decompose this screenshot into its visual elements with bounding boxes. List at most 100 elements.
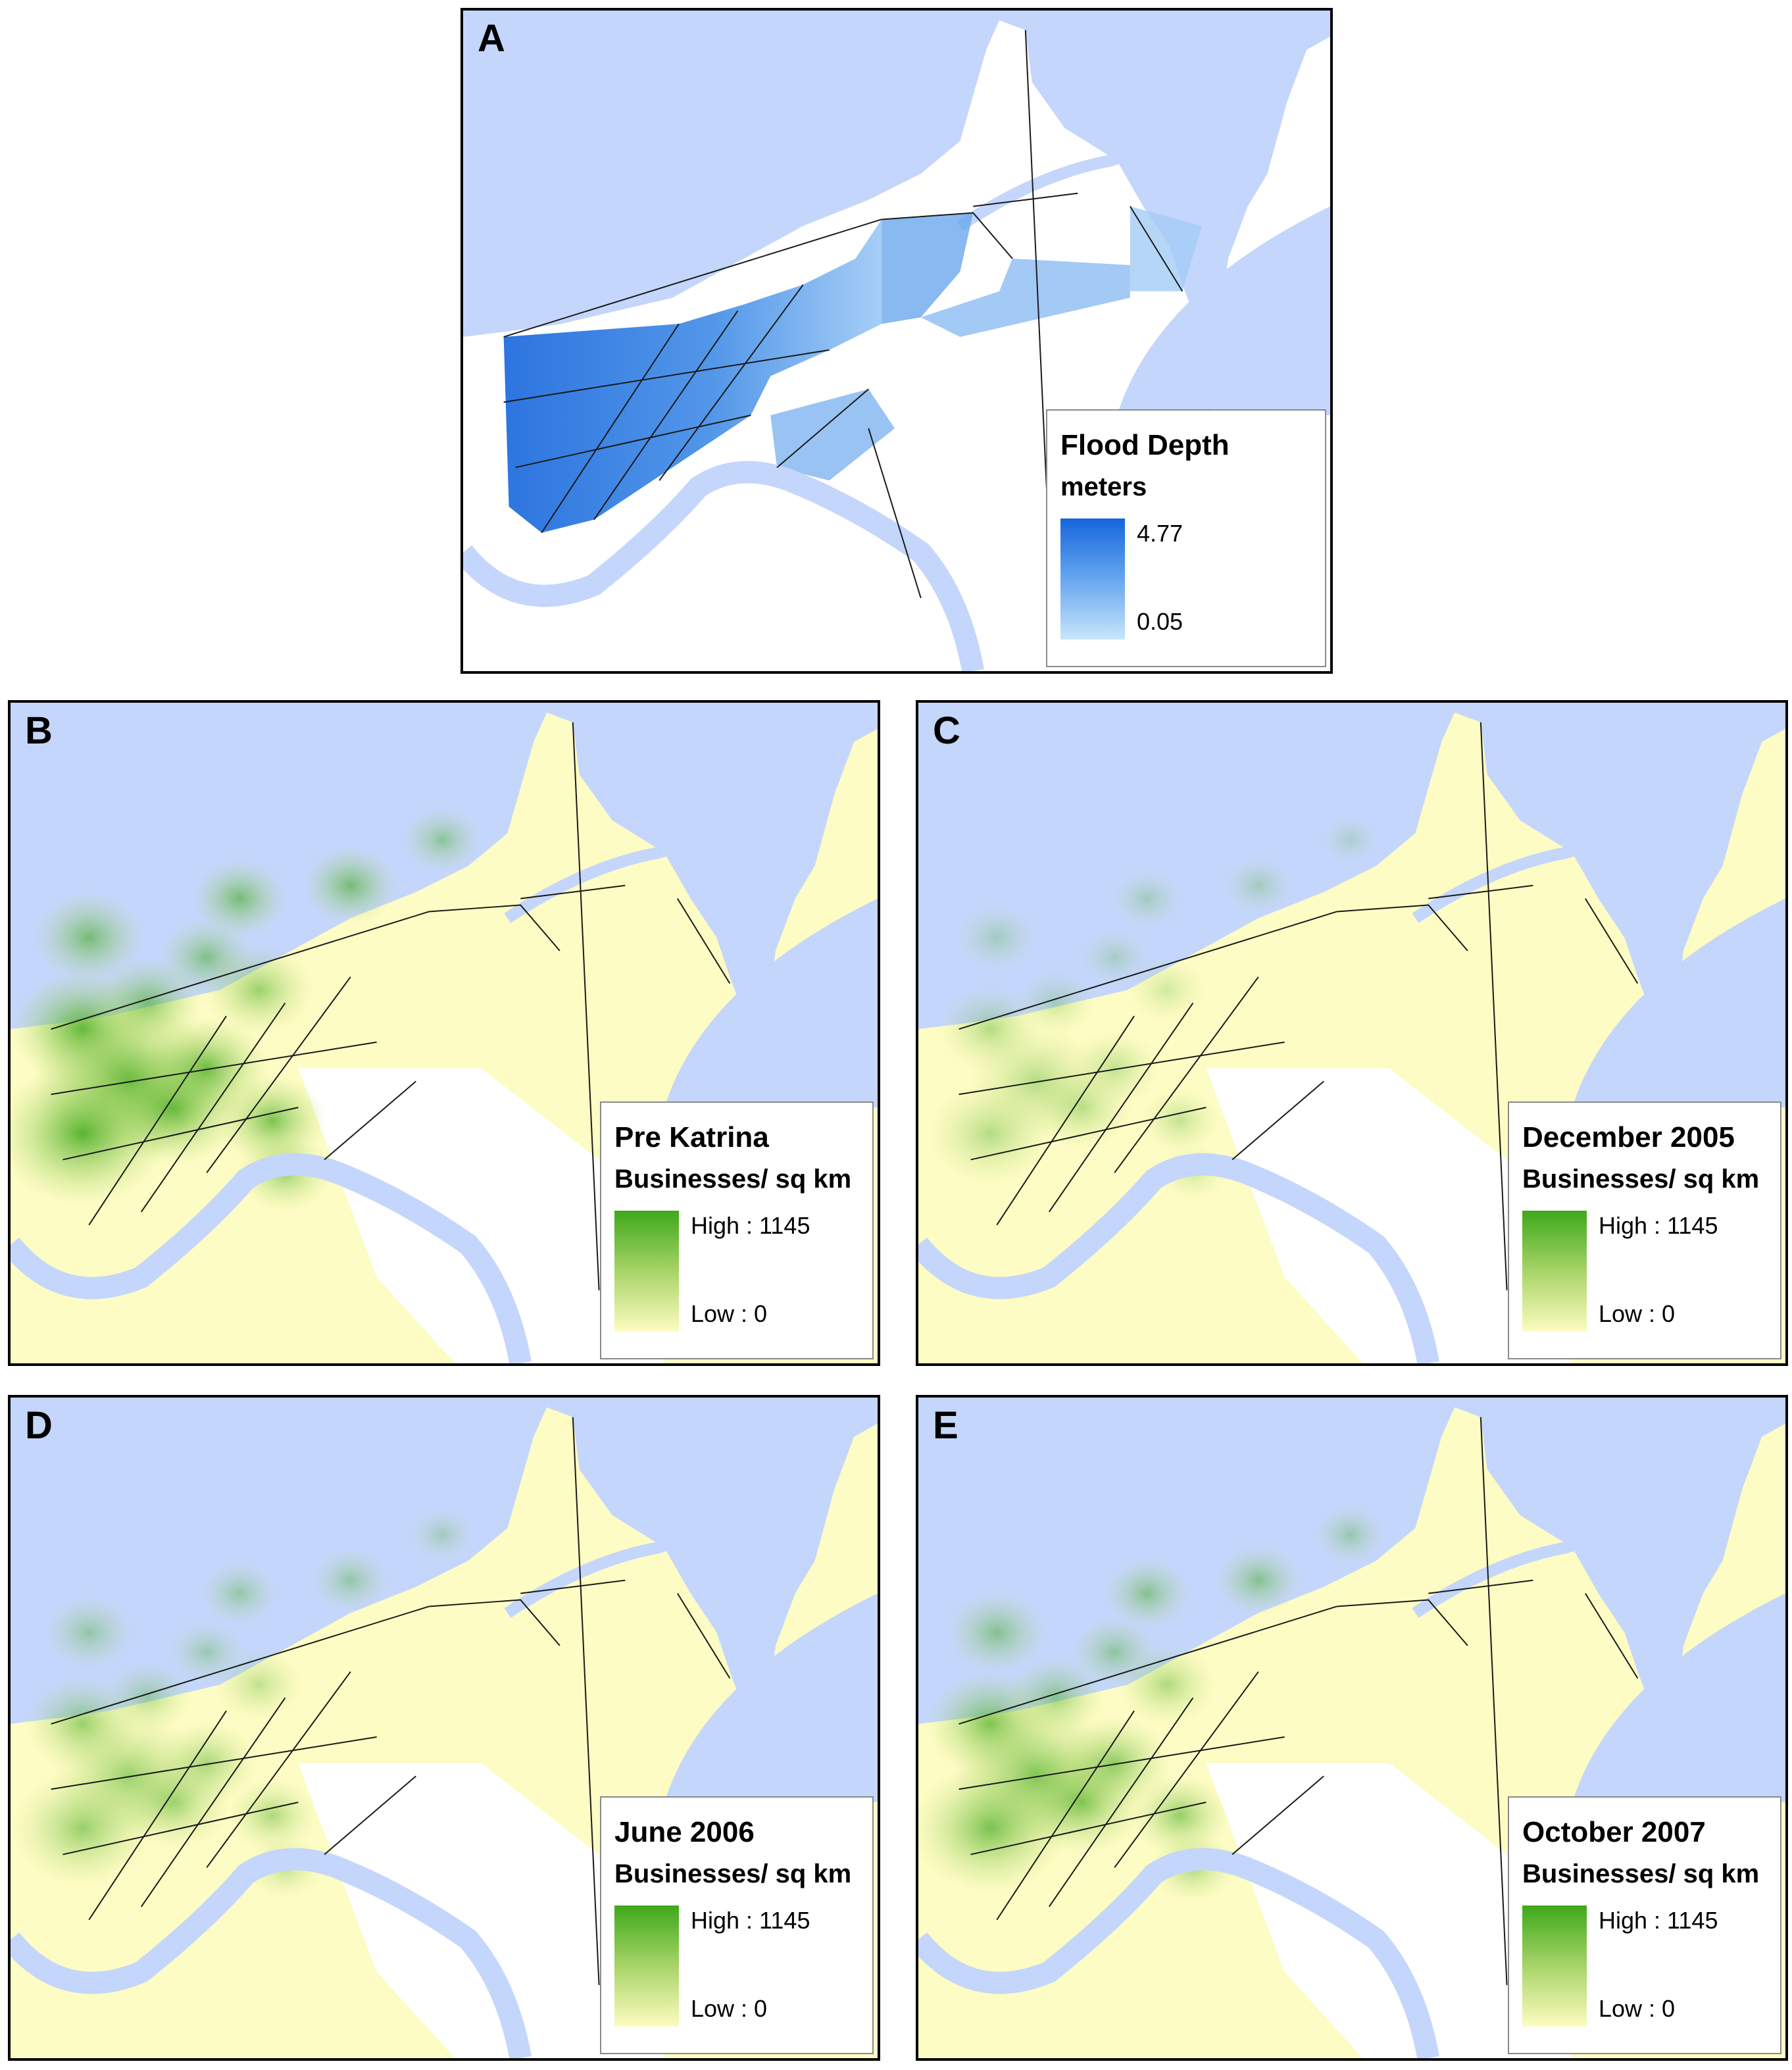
flood-depth-map-panel: A Flood Depth meters 4.77 0.05 <box>460 8 1333 674</box>
lake-borgne <box>664 1593 878 1803</box>
district-line <box>1337 1599 1468 1646</box>
business-hotspot <box>1140 1087 1220 1154</box>
district-line <box>88 1710 227 1921</box>
district-line <box>970 1802 1207 1855</box>
district-line <box>958 1736 1285 1790</box>
legend-title: October 2007 <box>1522 1816 1706 1848</box>
legend-color-ramp <box>614 1906 679 2027</box>
business-hotspot <box>1216 1545 1301 1616</box>
business-hotspot <box>1006 1656 1105 1739</box>
legend-low-value: 0.05 <box>1137 608 1183 635</box>
business-hotspot <box>44 1595 134 1670</box>
district-line <box>51 1041 377 1096</box>
legend-title: June 2006 <box>614 1816 755 1848</box>
business-density-legend: October 2007 Businesses/ sq km High : 11… <box>1508 1796 1781 2054</box>
district-line <box>1114 976 1259 1173</box>
flood-depth-legend: Flood Depth meters 4.77 0.05 <box>1046 409 1326 667</box>
business-hotspot <box>303 846 398 925</box>
district-line <box>1048 1697 1194 1907</box>
district-line <box>1428 884 1533 899</box>
legend-units: Businesses/ sq km <box>614 1859 852 1888</box>
legend-title: Pre Katrina <box>614 1121 769 1153</box>
legend-title: December 2005 <box>1522 1121 1735 1153</box>
legend-high-value: High : 1145 <box>1599 1907 1718 1934</box>
business-density-legend: June 2006 Businesses/ sq km High : 1145 … <box>600 1796 874 2054</box>
district-line <box>996 1015 1135 1226</box>
district-line <box>51 1736 377 1790</box>
business-hotspot <box>1072 1617 1157 1688</box>
district-line <box>140 1002 286 1213</box>
district-line <box>62 1802 299 1855</box>
business-hotspot <box>1058 1716 1172 1811</box>
business-hotspot <box>1127 957 1207 1023</box>
legend-high-value: High : 1145 <box>691 1212 810 1239</box>
district-line <box>572 1417 600 1985</box>
district-line <box>676 898 731 984</box>
intracoastal-waterway <box>504 1533 766 1618</box>
intracoastal-waterway <box>504 838 766 923</box>
district-line <box>324 1080 416 1161</box>
business-hotspot <box>1314 1505 1385 1564</box>
business-hotspot <box>312 1548 389 1613</box>
planning-district-boundaries <box>958 1417 1639 1985</box>
legend-units: meters <box>1060 472 1147 501</box>
planning-district-boundaries <box>51 722 731 1290</box>
business-hotspot <box>159 918 254 997</box>
business-hotspot <box>227 1778 317 1853</box>
legend-low-value: Low : 0 <box>691 1300 768 1327</box>
business-density-map <box>918 703 1785 1363</box>
business-density-map-panel-december-2005: C December 2005 Businesses/ sq km High :… <box>916 700 1788 1366</box>
district-line <box>429 904 560 951</box>
panel-letter-b: B <box>25 709 53 752</box>
district-line <box>206 1671 351 1868</box>
district-line <box>51 1605 430 1725</box>
business-hotspot <box>1113 870 1182 927</box>
business-hotspot <box>1224 857 1293 914</box>
intracoastal-waterway <box>957 146 1218 231</box>
district-line <box>1048 1002 1194 1213</box>
planning-district-boundaries <box>958 722 1639 1290</box>
district-line <box>520 1579 626 1594</box>
district-line <box>1428 1579 1533 1594</box>
business-hotspot <box>1321 816 1379 864</box>
legend-units: Businesses/ sq km <box>1522 1165 1760 1194</box>
business-hotspot <box>168 1620 245 1684</box>
district-line <box>958 911 1337 1030</box>
business-hotspot <box>103 1661 193 1735</box>
legend-title: Flood Depth <box>1060 429 1230 461</box>
business-hotspot <box>155 1721 258 1805</box>
flooded-area-new-orleans-east <box>920 258 1130 338</box>
unpopulated-area <box>298 1763 664 2058</box>
business-density-map-panel-october-2007: E October 2007 Businesses/ sq km High : … <box>916 1395 1788 2061</box>
mississippi-river <box>11 1848 532 2058</box>
legend-high-value: High : 1145 <box>691 1907 810 1934</box>
district-line <box>958 1605 1337 1725</box>
district-line <box>206 976 351 1173</box>
business-hotspot <box>410 1508 474 1561</box>
unpopulated-area <box>1206 1068 1572 1363</box>
business-density-legend: Pre Katrina Businesses/ sq km High : 114… <box>600 1101 874 1359</box>
intracoastal-waterway <box>1412 838 1674 923</box>
lake-borgne <box>1116 206 1330 416</box>
flooded-area-far-east <box>1130 206 1203 291</box>
mississippi-river <box>463 461 984 671</box>
business-hotspot <box>34 892 144 984</box>
legend-high-value: High : 1145 <box>1599 1212 1718 1239</box>
district-line <box>1480 722 1508 1290</box>
business-density-legend: December 2005 Businesses/ sq km High : 1… <box>1508 1101 1781 1359</box>
legend-color-ramp <box>614 1211 679 1332</box>
legend-low-value: Low : 0 <box>1599 1995 1676 2022</box>
district-line <box>1114 1671 1259 1868</box>
mississippi-river <box>11 1153 532 1363</box>
district-line <box>1232 1775 1324 1855</box>
district-line <box>572 722 600 1290</box>
unpopulated-area <box>1206 1763 1572 2058</box>
district-line <box>996 1710 1135 1921</box>
business-hotspot <box>928 1081 1053 1186</box>
legend-units: Businesses/ sq km <box>614 1165 852 1194</box>
flooded-area-lower-ninth <box>770 389 895 481</box>
lake-borgne <box>1572 1593 1785 1803</box>
district-line <box>324 1775 416 1855</box>
legend-color-ramp <box>1522 1906 1587 2027</box>
business-hotspot <box>957 904 1037 971</box>
